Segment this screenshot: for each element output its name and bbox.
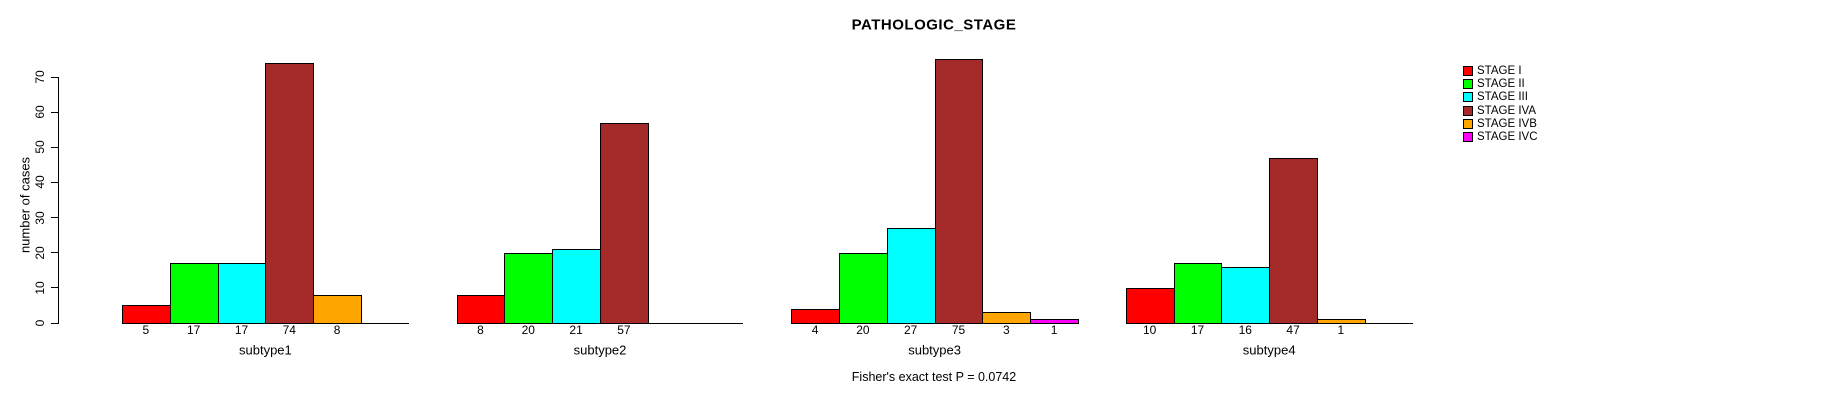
y-axis-tick (51, 322, 58, 324)
bar-stage-i (1125, 288, 1175, 324)
bar-value-label: 20 (856, 323, 870, 337)
legend-swatch-icon (1463, 66, 1473, 77)
y-tick-label: 30 (33, 210, 47, 225)
group-label: subtype3 (908, 342, 961, 358)
y-axis-tick (51, 287, 58, 289)
group-label: subtype2 (573, 342, 627, 358)
bar-value-label: 4 (811, 323, 819, 337)
bar-stage-ivb (982, 312, 1032, 324)
bar-value-label: 1 (1050, 323, 1058, 337)
y-axis-tick (51, 146, 58, 148)
bar-stage-ii (504, 253, 554, 324)
y-axis-tick (51, 252, 58, 254)
stat-annotation: Fisher's exact test P = 0.0742 (851, 370, 1017, 384)
y-tick-label: 70 (33, 70, 47, 84)
bar-stage-iva (600, 123, 649, 324)
legend: STAGE I STAGE II STAGE III STAGE IVA STAGE I… (1463, 65, 1538, 144)
legend-row: STAGE IVB (1463, 117, 1538, 130)
bar-stage-iii (217, 263, 267, 324)
bar-stage-i (456, 295, 506, 324)
bar-stage-iii (552, 249, 601, 324)
y-tick-label: 50 (33, 140, 47, 154)
bar-value-label: 17 (234, 323, 249, 337)
bar-stage-iva (265, 63, 315, 324)
legend-row: STAGE IVA (1463, 104, 1538, 117)
bar-stage-ivb (313, 295, 362, 324)
bar-stage-iva (1269, 158, 1318, 324)
y-tick-label: 60 (33, 105, 47, 119)
bar-stage-i (791, 309, 840, 324)
legend-label: STAGE I (1477, 65, 1522, 78)
bar-value-label: 75 (951, 323, 966, 337)
legend-label: STAGE IVA (1477, 104, 1537, 117)
group-label: subtype4 (1242, 342, 1296, 358)
legend-swatch-icon (1463, 92, 1473, 103)
y-tick-label: 0 (33, 319, 47, 327)
bar-stage-ivb (1317, 319, 1366, 324)
legend-row: STAGE III (1463, 91, 1538, 104)
bar-stage-ii (839, 253, 888, 324)
y-axis-tick (51, 217, 58, 219)
legend-label: STAGE IVB (1477, 117, 1537, 130)
bar-value-label: 47 (1286, 323, 1300, 337)
legend-row: STAGE II (1463, 78, 1538, 91)
legend-label: STAGE II (1477, 78, 1525, 91)
bar-value-label: 17 (1190, 323, 1205, 337)
chart-title: PATHOLOGIC_STAGE (851, 16, 1017, 34)
bar-value-label: 5 (142, 323, 150, 337)
bar-stage-iii (886, 228, 936, 324)
bar-value-label: 1 (1337, 323, 1345, 337)
bar-stage-ii (1173, 263, 1223, 324)
bar-value-label: 10 (1143, 323, 1157, 337)
y-axis-line (58, 77, 59, 324)
group-label: subtype1 (239, 342, 292, 358)
y-axis-tick (51, 111, 58, 113)
bar-stage-ivc (1030, 319, 1079, 324)
y-axis-tick (51, 76, 58, 78)
y-tick-label: 20 (33, 246, 47, 260)
bar-stage-iii (1221, 267, 1271, 324)
y-axis-label: number of cases (17, 156, 33, 254)
bar-value-label: 21 (569, 323, 583, 337)
bar-value-label: 3 (1002, 323, 1010, 337)
y-axis-tick (51, 181, 58, 183)
bar-value-label: 16 (1238, 323, 1252, 337)
bar-stage-iva (934, 59, 984, 324)
bar-value-label: 27 (904, 323, 918, 337)
legend-label: STAGE III (1477, 91, 1528, 104)
legend-label: STAGE IVC (1477, 131, 1538, 144)
legend-swatch-icon (1463, 118, 1473, 129)
bar-value-label: 20 (521, 323, 535, 337)
y-tick-label: 10 (33, 281, 47, 295)
legend-swatch-icon (1463, 105, 1473, 116)
bar-value-label: 57 (617, 323, 631, 337)
bar-value-label: 8 (477, 323, 484, 337)
legend-row: STAGE I (1463, 65, 1538, 78)
y-tick-label: 40 (33, 175, 47, 190)
bar-value-label: 74 (282, 323, 296, 337)
bar-stage-i (122, 305, 171, 324)
legend-swatch-icon (1463, 79, 1473, 90)
legend-swatch-icon (1463, 132, 1473, 143)
bar-stage-ii (169, 263, 219, 324)
bar-value-label: 8 (333, 323, 341, 337)
bar-value-label: 17 (187, 323, 201, 337)
legend-row: STAGE IVC (1463, 130, 1538, 143)
